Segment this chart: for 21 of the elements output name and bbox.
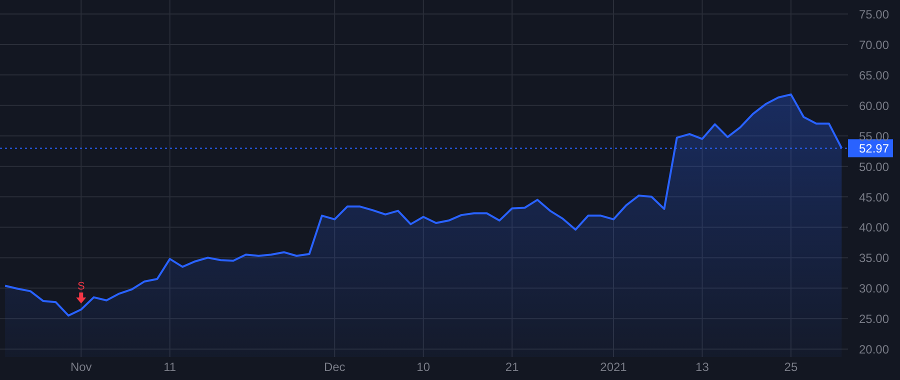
x-tick-label: 21	[505, 360, 520, 374]
x-tick-label: Nov	[70, 360, 92, 374]
y-tick-label: 45.00	[858, 190, 890, 204]
ref-line-label: 52.97	[858, 142, 890, 156]
x-tick-label: 25	[784, 360, 798, 374]
x-tick-label: 2021	[600, 360, 628, 374]
y-tick-label: 70.00	[858, 38, 890, 52]
y-tick-label: 35.00	[858, 251, 890, 266]
y-tick-label: 30.00	[858, 282, 890, 296]
x-tick-label: 11	[164, 360, 176, 374]
y-tick-label: 75.00	[858, 8, 890, 22]
x-tick-label: Dec	[324, 360, 346, 374]
y-tick-label: 50.00	[858, 160, 890, 174]
x-tick-label: 13	[696, 360, 710, 374]
x-tick-label: 10	[416, 360, 430, 374]
y-tick-label: 20.00	[858, 342, 890, 357]
y-tick-label: 40.00	[858, 220, 890, 235]
y-tick-label: 65.00	[858, 68, 890, 82]
annotation: S	[77, 280, 85, 292]
y-tick-label: 60.00	[858, 98, 890, 113]
y-tick-label: 25.00	[858, 312, 890, 326]
